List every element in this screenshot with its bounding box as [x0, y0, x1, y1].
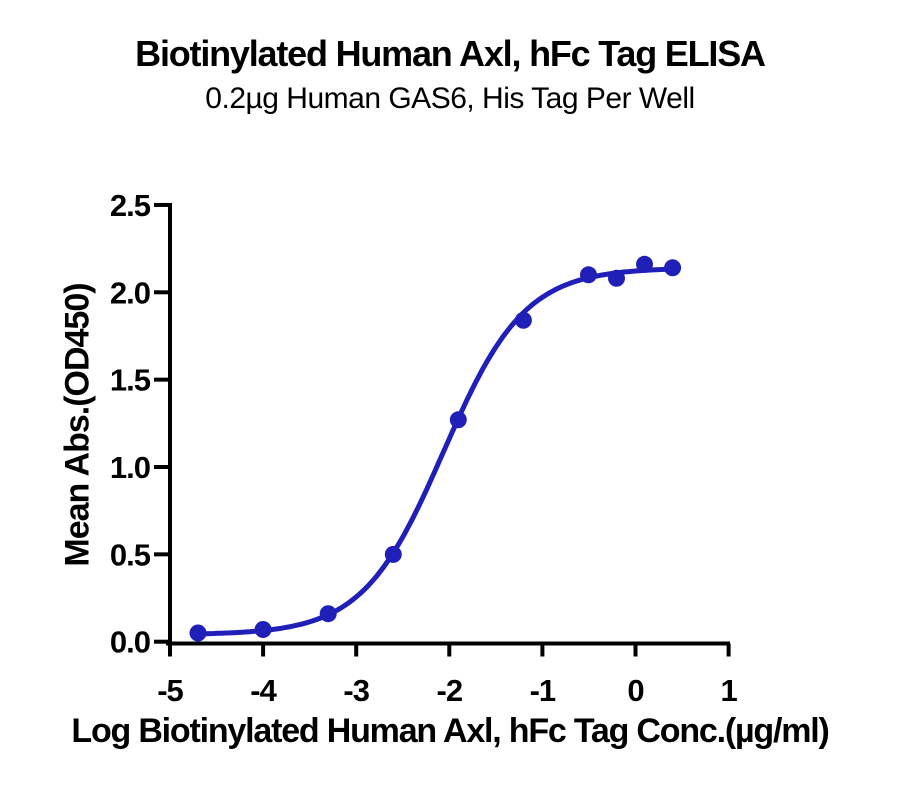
data-point — [449, 411, 467, 429]
data-point — [384, 545, 402, 563]
y-tick-label: 1.5 — [110, 363, 151, 398]
x-tick-label: -5 — [157, 673, 183, 708]
data-point — [664, 259, 682, 277]
x-tick-label: -3 — [343, 673, 369, 708]
y-tick-label: 0.0 — [110, 625, 150, 660]
y-tick-label: 2.5 — [110, 188, 151, 223]
y-tick-label: 2.0 — [110, 275, 150, 310]
chart-subtitle: 0.2µg Human GAS6, His Tag Per Well — [205, 82, 695, 115]
x-tick-label: -4 — [250, 673, 277, 708]
data-point — [189, 624, 207, 642]
chart-title: Biotinylated Human Axl, hFc Tag ELISA — [135, 33, 766, 74]
x-axis-label: Log Biotinylated Human Axl, hFc Tag Conc… — [71, 712, 829, 750]
y-tick-label: 1.0 — [110, 450, 150, 485]
y-tick-label: 0.5 — [110, 537, 151, 572]
data-point — [636, 255, 653, 273]
x-tick-label: -2 — [437, 673, 463, 708]
data-point — [580, 266, 597, 284]
data-point — [514, 311, 532, 329]
data-point — [608, 269, 625, 287]
x-tick-label: 0 — [627, 673, 643, 708]
x-tick-label: -1 — [530, 673, 556, 708]
data-point — [319, 605, 337, 623]
data-point — [254, 621, 272, 638]
fit-curve — [195, 266, 676, 637]
x-tick-label: 1 — [720, 673, 737, 708]
